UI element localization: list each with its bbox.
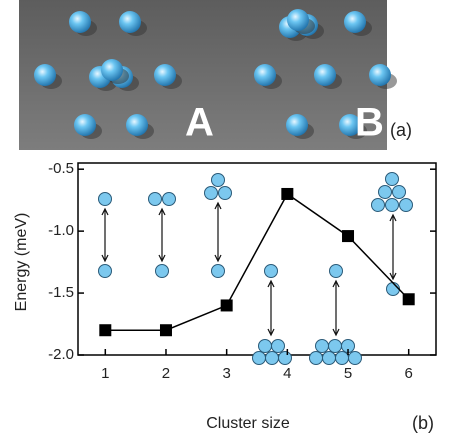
x-tick-label: 2 [162,365,170,382]
y-tick-label: -2.0 [48,346,74,363]
x-tick-label: 6 [405,365,413,382]
inset-atom [253,352,266,365]
x-tick-label: 3 [222,365,230,382]
panel-label: A [185,101,214,145]
data-point [281,188,293,200]
atom [344,11,366,33]
inset-atom [349,352,362,365]
atom [287,9,309,31]
page: {"image_panel": {"labels": ["A", "B"], "… [0,0,457,437]
inset-atom [266,352,279,365]
inset-atom [386,173,399,186]
inset-atom [316,340,329,353]
x-axis-label: Cluster size [206,415,290,432]
inset-atom [310,352,323,365]
atom [119,11,141,33]
atom [314,64,336,86]
inset-atom [387,283,400,296]
inset-atom [156,265,169,278]
inset-atom [336,352,349,365]
inset-atom [163,193,176,206]
inset-atom [323,352,336,365]
inset-atom [279,352,292,365]
inset-atom [205,187,218,200]
inset-atom [212,265,225,278]
atom [126,114,148,136]
figure: A B (a) (b) Cluster size Energy (meV) -0… [0,0,457,437]
atom [101,59,123,81]
atom [74,114,96,136]
atom [154,64,176,86]
data-point [342,230,354,242]
x-tick-label: 5 [344,365,352,382]
data-point [221,299,233,311]
inset-atom [265,265,278,278]
inset-atom [99,193,112,206]
data-point [403,293,415,305]
data-point [160,324,172,336]
panel-label: B [355,101,384,145]
inset-atom [372,199,385,212]
atom [369,64,391,86]
inset-atom [379,186,392,199]
inset-atom [259,340,272,353]
atom [69,11,91,33]
y-tick-label: -0.5 [48,160,74,177]
inset-atom [393,186,406,199]
atom [34,64,56,86]
x-tick-label: 1 [101,365,109,382]
y-tick-label: -1.5 [48,284,74,301]
inset-atom [212,174,225,187]
y-axis-label: Energy (meV) [13,213,30,312]
inset-atom [219,187,232,200]
inset-atom [400,199,413,212]
inset-atom [149,193,162,206]
x-tick-label: 4 [283,365,291,382]
data-line [105,194,408,330]
y-tick-label: -1.0 [48,222,74,239]
panel-tag: (b) [412,413,434,433]
inset-atom [330,265,343,278]
inset-atom [386,199,399,212]
inset-atom [99,265,112,278]
cluster-insets [99,173,413,365]
inset-atom [329,340,342,353]
atom [286,114,308,136]
panel-tag: (a) [390,120,412,140]
data-point [99,324,111,336]
atom [254,64,276,86]
inset-atom [272,340,285,353]
